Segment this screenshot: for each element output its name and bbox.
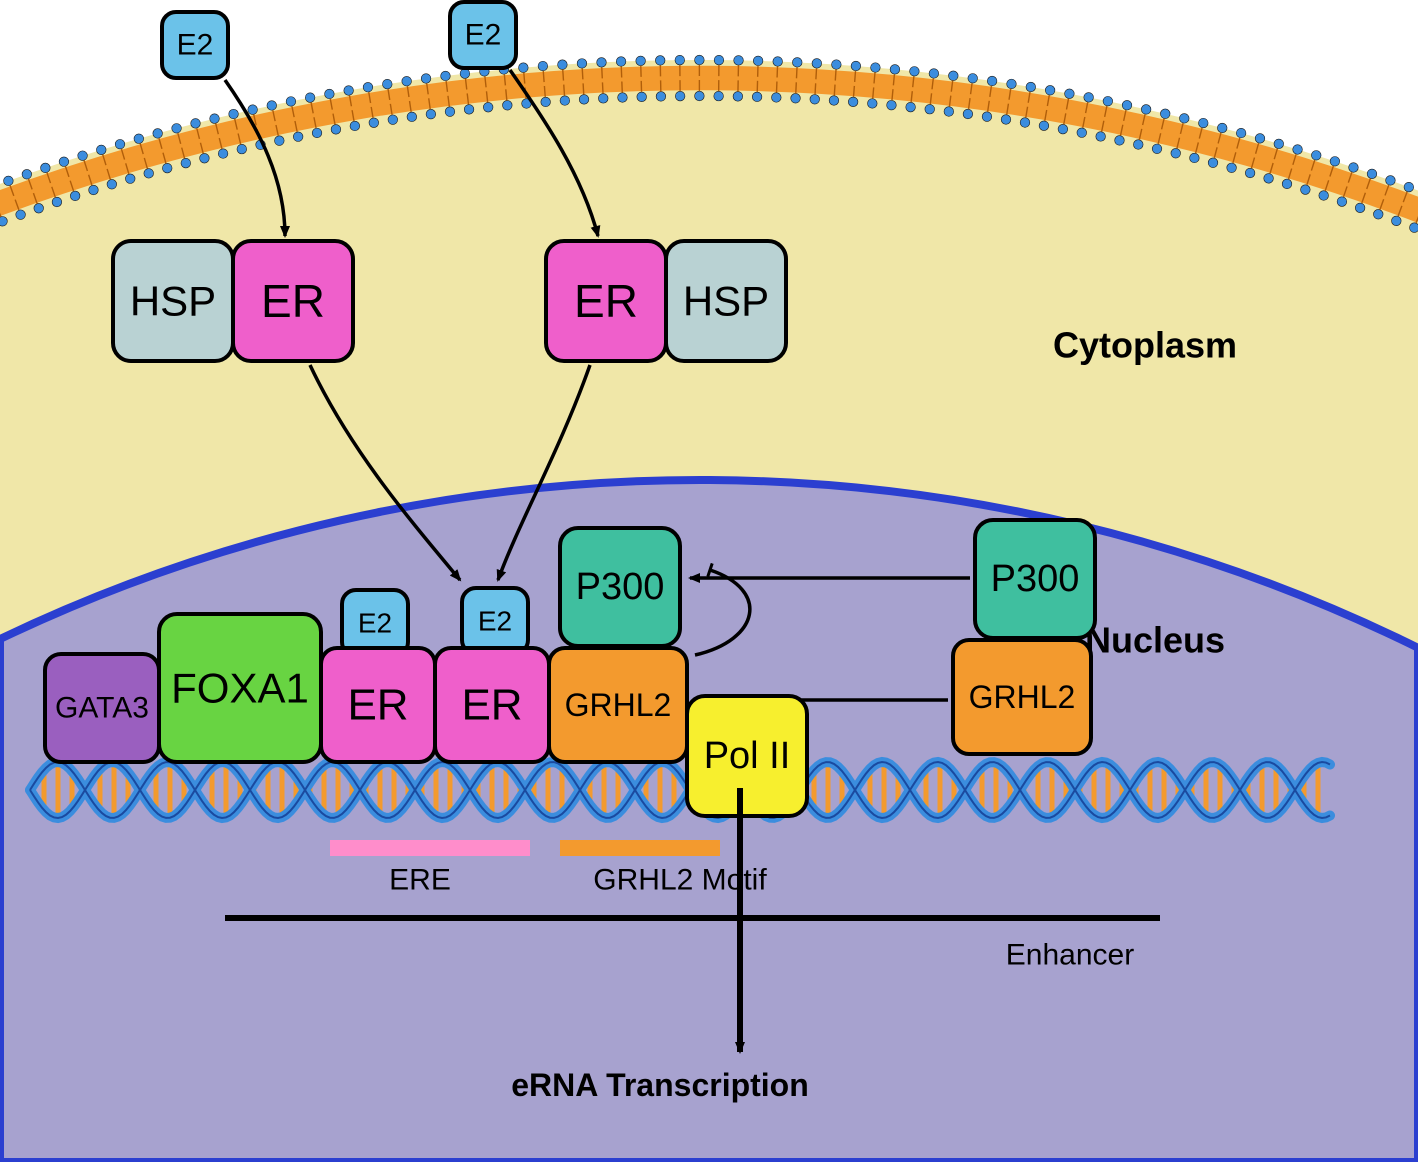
protein-label-grhl2-bound: GRHL2: [565, 687, 672, 723]
protein-label-e2-bound-l: E2: [358, 608, 392, 639]
grhl2-motif-bar: [560, 840, 720, 856]
protein-label-p300-free: P300: [991, 558, 1080, 600]
protein-label-hsp-left: HSP: [130, 278, 216, 325]
protein-label-e2-bound-r: E2: [478, 606, 512, 637]
protein-label-gata3: GATA3: [55, 692, 149, 725]
protein-hsp-right: HSP: [666, 241, 786, 361]
diagram-canvas: Cytoplasm Nucleus ERE GRHL2 Motif Enhanc…: [0, 0, 1418, 1162]
protein-grhl2-bound: GRHL2: [549, 648, 687, 762]
protein-label-p300-bound: P300: [576, 566, 665, 608]
cytoplasm-label: Cytoplasm: [1053, 325, 1237, 366]
protein-label-e2-top-left: E2: [177, 29, 214, 62]
protein-e2-top-right: E2: [450, 2, 516, 68]
protein-label-e2-top-right: E2: [465, 19, 502, 52]
transcription-label: eRNA Transcription: [511, 1067, 809, 1103]
protein-label-foxa1: FOXA1: [171, 665, 309, 712]
protein-label-er-right: ER: [574, 275, 638, 327]
nucleus-label: Nucleus: [1085, 620, 1225, 661]
protein-label-er-bound-r: ER: [461, 681, 522, 730]
protein-e2-top-left: E2: [162, 12, 228, 78]
protein-polii: Pol II: [687, 696, 807, 816]
protein-er-bound-l: ER: [321, 648, 435, 762]
protein-label-polii: Pol II: [704, 735, 791, 777]
ere-motif-label: ERE: [389, 864, 451, 897]
protein-grhl2-free: GRHL2: [953, 640, 1091, 754]
protein-foxa1: FOXA1: [159, 614, 321, 762]
protein-gata3: GATA3: [45, 654, 159, 762]
protein-e2-bound-r: E2: [462, 588, 528, 654]
ere-motif-bar: [330, 840, 530, 856]
protein-er-left: ER: [233, 241, 353, 361]
protein-label-er-left: ER: [261, 275, 325, 327]
protein-hsp-left: HSP: [113, 241, 233, 361]
protein-p300-bound: P300: [560, 528, 680, 646]
protein-label-hsp-right: HSP: [683, 278, 769, 325]
protein-label-grhl2-free: GRHL2: [969, 679, 1076, 715]
enhancer-label: Enhancer: [1006, 939, 1134, 972]
protein-er-bound-r: ER: [435, 648, 549, 762]
protein-er-right: ER: [546, 241, 666, 361]
protein-label-er-bound-l: ER: [347, 681, 408, 730]
protein-p300-free: P300: [975, 520, 1095, 638]
